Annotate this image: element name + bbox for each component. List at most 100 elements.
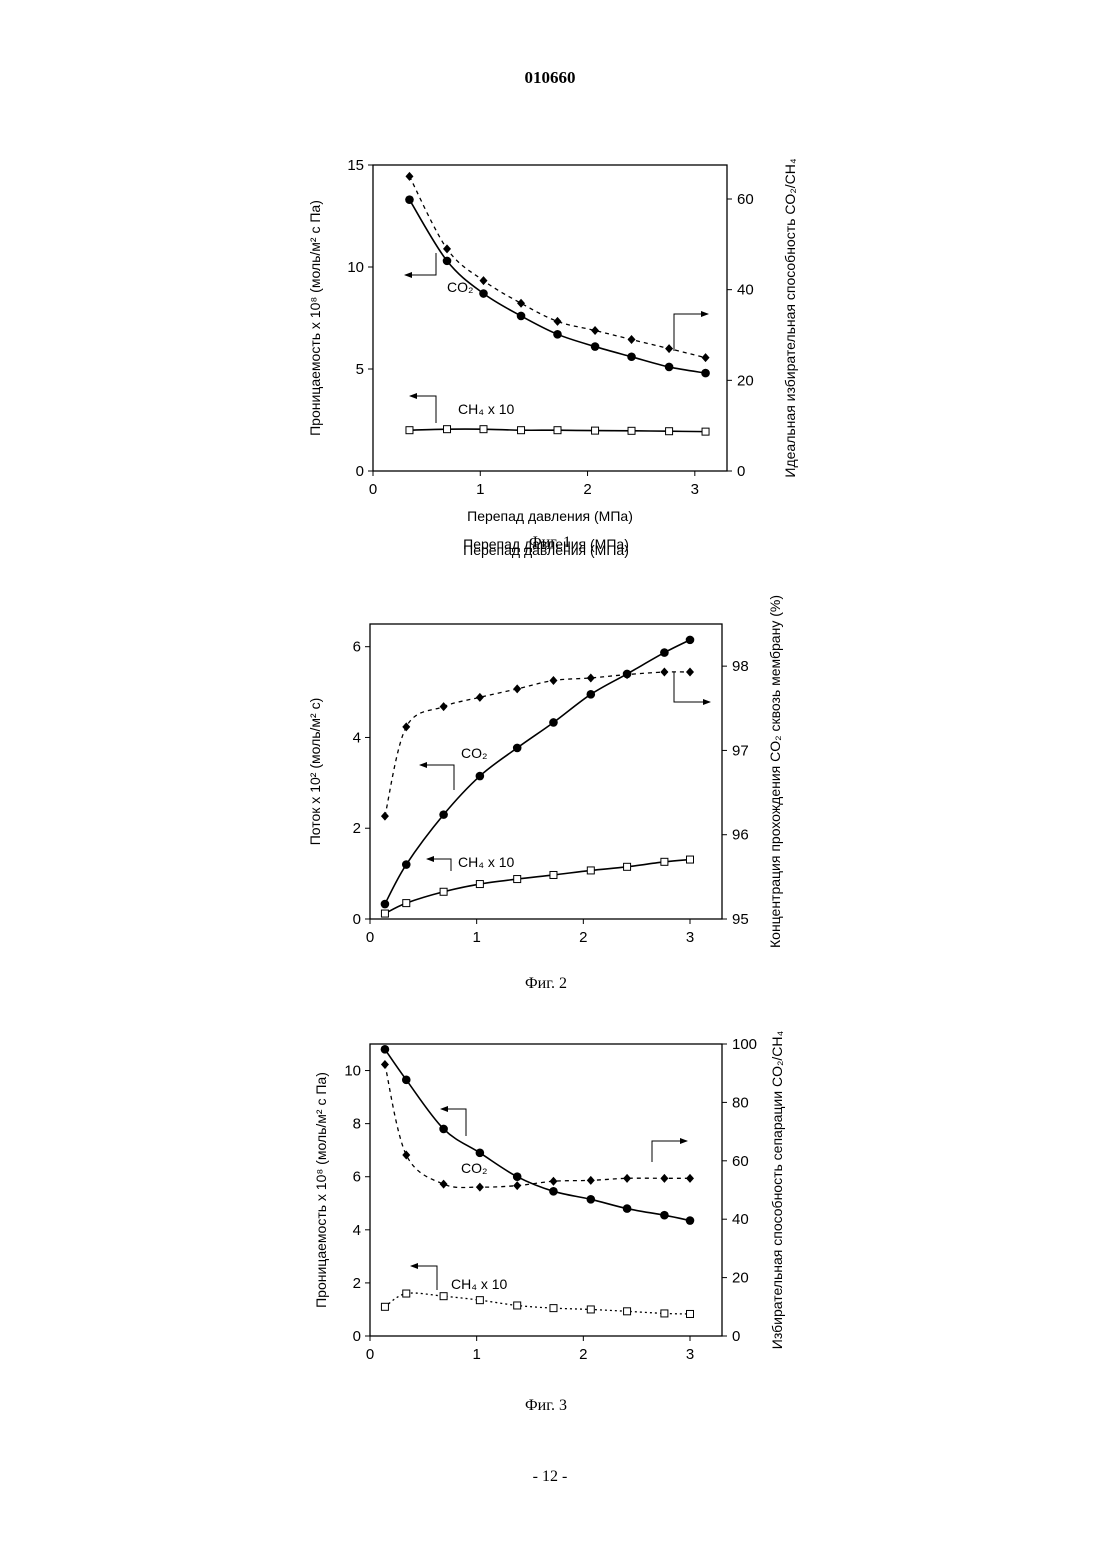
data-point-diamond xyxy=(476,1183,484,1192)
data-point-diamond xyxy=(549,1177,557,1186)
y-axis-label: Проницаемость x 10⁸ (моль/м² с Па) xyxy=(313,1072,329,1308)
ch4-annotation: CH₄ x 10 xyxy=(451,1276,508,1292)
x-axis-label: Перепад давления (МПа) xyxy=(463,542,629,558)
right-axis-arrow xyxy=(652,1141,687,1162)
ch4-annotation: CH₄ x 10 xyxy=(458,401,515,417)
co2-annotation: CO₂ xyxy=(461,745,487,761)
series-line-1 xyxy=(385,860,690,914)
data-point-square xyxy=(440,888,447,895)
data-point-square xyxy=(661,858,668,865)
data-point-square xyxy=(406,427,413,434)
data-point-diamond xyxy=(513,1181,521,1190)
data-point-circle xyxy=(443,257,452,266)
page-footer-number: - 12 - xyxy=(0,1468,1100,1486)
data-point-diamond xyxy=(628,335,636,344)
x-tick-label: 2 xyxy=(579,929,587,946)
data-point-circle xyxy=(405,195,414,204)
y-tick-label: 10 xyxy=(344,1063,361,1080)
data-point-diamond xyxy=(479,276,487,285)
ch4-left-axis-arrow xyxy=(410,396,436,423)
data-point-circle xyxy=(439,810,448,819)
data-point-circle xyxy=(549,718,558,727)
data-point-square xyxy=(550,1305,557,1312)
figure-caption: Фиг. 2 xyxy=(525,975,567,992)
data-point-square xyxy=(381,1303,388,1310)
data-point-circle xyxy=(701,369,710,378)
data-point-diamond xyxy=(513,684,521,693)
data-point-square xyxy=(444,426,451,433)
data-point-square xyxy=(476,1297,483,1304)
data-point-square xyxy=(403,900,410,907)
data-point-square xyxy=(661,1310,668,1317)
right-axis-arrow xyxy=(674,672,710,702)
data-point-circle xyxy=(627,352,636,361)
figure-1: 01230510150204060Перепад давления (МПа)П… xyxy=(307,157,798,551)
x-tick-label: 1 xyxy=(472,929,480,946)
data-point-circle xyxy=(381,1045,390,1054)
y-tick-label: 2 xyxy=(353,1275,361,1292)
y2-tick-label: 40 xyxy=(732,1211,749,1228)
x-tick-label: 0 xyxy=(366,1346,374,1363)
y-tick-label: 10 xyxy=(347,259,364,276)
y2-tick-label: 20 xyxy=(737,372,754,389)
right-axis-arrow xyxy=(674,314,708,351)
y-tick-label: 8 xyxy=(353,1116,361,1133)
data-point-circle xyxy=(381,900,390,909)
figure-2: 0123024695969798Перепад давления (МПа)По… xyxy=(307,536,783,992)
data-point-diamond xyxy=(686,668,694,677)
data-point-square xyxy=(624,1308,631,1315)
data-point-circle xyxy=(665,363,674,372)
figure-caption: Фиг. 3 xyxy=(525,1397,567,1414)
data-point-square xyxy=(476,881,483,888)
data-point-square xyxy=(554,427,561,434)
y-tick-label: 0 xyxy=(353,911,361,928)
data-point-circle xyxy=(476,1149,485,1158)
data-point-diamond xyxy=(381,812,389,821)
data-point-diamond xyxy=(517,299,525,308)
y-tick-label: 5 xyxy=(356,361,364,378)
y2-tick-label: 96 xyxy=(732,827,749,844)
co2-annotation: CO₂ xyxy=(447,279,473,295)
y-tick-label: 2 xyxy=(353,820,361,837)
data-point-diamond xyxy=(587,1176,595,1185)
y-tick-label: 6 xyxy=(353,1169,361,1186)
data-point-circle xyxy=(549,1187,558,1196)
data-point-square xyxy=(550,871,557,878)
data-point-circle xyxy=(402,1076,411,1085)
series-line-0 xyxy=(385,1049,690,1220)
x-tick-label: 2 xyxy=(579,1346,587,1363)
data-point-square xyxy=(628,427,635,434)
data-point-diamond xyxy=(660,668,668,677)
data-point-circle xyxy=(660,648,669,657)
y2-tick-label: 97 xyxy=(732,742,749,759)
data-point-circle xyxy=(476,772,485,781)
series-line-2 xyxy=(385,672,690,816)
y-tick-label: 15 xyxy=(347,157,364,174)
data-point-circle xyxy=(513,1172,522,1181)
data-point-circle xyxy=(587,1195,596,1204)
y2-tick-label: 20 xyxy=(732,1270,749,1287)
data-point-diamond xyxy=(440,702,448,711)
data-point-square xyxy=(666,428,673,435)
data-point-diamond xyxy=(623,1174,631,1183)
x-tick-label: 1 xyxy=(476,481,484,498)
y2-tick-label: 95 xyxy=(732,911,749,928)
data-point-diamond xyxy=(686,1174,694,1183)
data-point-square xyxy=(592,427,599,434)
data-point-square xyxy=(587,867,594,874)
y-tick-label: 6 xyxy=(353,639,361,656)
co2-left-axis-arrow xyxy=(420,765,454,790)
co2-left-axis-arrow xyxy=(405,253,436,275)
data-point-circle xyxy=(479,289,488,298)
y2-tick-label: 80 xyxy=(732,1094,749,1111)
y-tick-label: 0 xyxy=(356,463,364,480)
co2-annotation: CO₂ xyxy=(461,1160,487,1176)
data-point-circle xyxy=(591,342,600,351)
data-point-circle xyxy=(686,1216,695,1225)
x-tick-label: 2 xyxy=(583,481,591,498)
data-point-circle xyxy=(402,860,411,869)
series-line-2 xyxy=(385,1064,690,1187)
x-tick-label: 3 xyxy=(686,929,694,946)
data-point-circle xyxy=(623,1204,632,1213)
data-point-square xyxy=(518,427,525,434)
